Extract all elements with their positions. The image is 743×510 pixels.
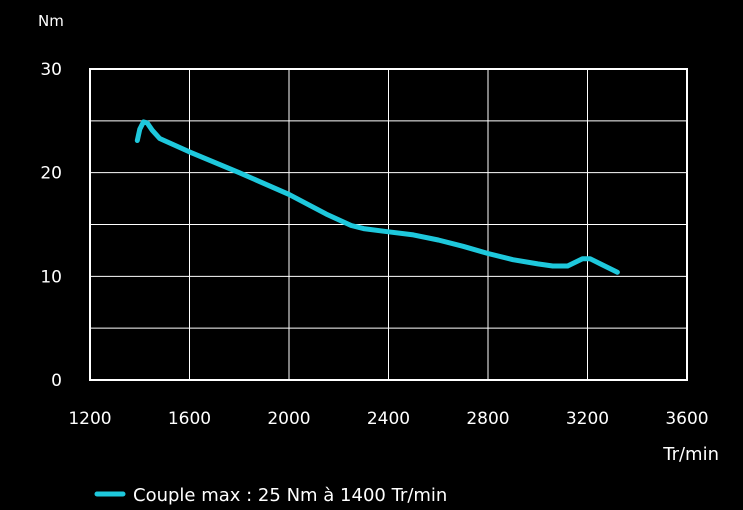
y-tick-label: 20 <box>40 164 62 184</box>
x-tick-label: 3600 <box>665 409 708 429</box>
y-tick-label: 30 <box>40 60 62 80</box>
series-point <box>349 223 354 228</box>
series-point <box>137 127 142 132</box>
series-point <box>580 256 585 261</box>
series-point <box>436 238 441 243</box>
x-tick-label: 1200 <box>68 409 111 429</box>
y-axis-unit: Nm <box>38 12 64 30</box>
series-point <box>287 192 292 197</box>
grid <box>89 69 688 380</box>
series-group <box>134 119 620 275</box>
series-point <box>150 128 155 133</box>
y-axis-ticks: 0 10 20 30 <box>40 60 62 391</box>
x-tick-label: 2000 <box>267 409 310 429</box>
legend: Couple max : 25 Nm à 1400 Tr/min <box>94 485 447 506</box>
series-point <box>535 261 540 266</box>
series-point <box>550 264 555 269</box>
series-point <box>361 226 366 231</box>
x-tick-label: 1600 <box>168 409 211 429</box>
series-point <box>565 264 570 269</box>
series-point <box>157 136 162 141</box>
series-point <box>187 149 192 154</box>
series-point <box>145 120 150 125</box>
x-axis-unit: Tr/min <box>662 444 719 465</box>
series-point <box>510 257 515 262</box>
x-tick-label: 2800 <box>466 409 509 429</box>
x-tick-label: 3200 <box>566 409 609 429</box>
series-point <box>461 244 466 249</box>
series-point <box>411 232 416 237</box>
y-tick-label: 0 <box>51 371 62 391</box>
plot-frame <box>89 68 688 381</box>
series-point <box>588 256 593 261</box>
series-point <box>324 212 329 217</box>
series-point <box>386 229 391 234</box>
series-point <box>135 138 140 143</box>
series-point <box>600 262 605 267</box>
series-point <box>615 270 620 275</box>
series-point <box>237 170 242 175</box>
series-line <box>134 119 620 275</box>
y-tick-label: 10 <box>40 267 62 287</box>
series-point <box>486 251 491 256</box>
x-tick-label: 2400 <box>367 409 410 429</box>
legend-label: Couple max : 25 Nm à 1400 Tr/min <box>133 485 447 506</box>
x-axis-ticks: 1200 1600 2000 2400 2800 3200 3600 <box>68 409 708 429</box>
